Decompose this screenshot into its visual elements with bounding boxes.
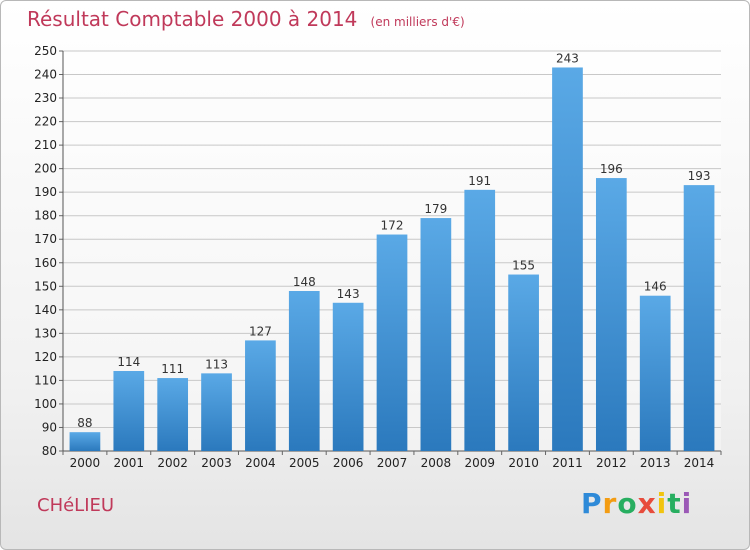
logo-letter: t	[667, 487, 682, 520]
data-label-2007: 172	[381, 219, 404, 233]
x-tick-label-2005: 2005	[289, 456, 320, 470]
data-label-2010: 155	[512, 259, 535, 273]
y-tick-label: 160	[34, 256, 57, 270]
x-tick-label-2012: 2012	[596, 456, 627, 470]
bar-2006	[332, 302, 364, 451]
data-label-2003: 113	[205, 357, 228, 371]
chart-subtitle: (en milliers d'€)	[370, 15, 465, 29]
x-tick-label-2014: 2014	[684, 456, 715, 470]
logo-letter: P	[581, 487, 603, 520]
y-tick-label: 210	[34, 138, 57, 152]
bar-2014	[683, 185, 715, 451]
data-label-2001: 114	[117, 355, 140, 369]
data-label-2002: 111	[161, 362, 184, 376]
bar-2013	[639, 295, 671, 451]
y-tick-label: 170	[34, 232, 57, 246]
bars	[69, 67, 715, 452]
data-label-2004: 127	[249, 324, 272, 338]
logo-letter: i	[681, 487, 693, 520]
chart-title: Résultat Comptable 2000 à 2014	[27, 7, 358, 31]
y-tick-label: 100	[34, 397, 57, 411]
data-label-2000: 88	[77, 416, 92, 430]
data-label-2014: 193	[688, 169, 711, 183]
x-tick-label-2008: 2008	[421, 456, 452, 470]
data-label-2005: 148	[293, 275, 316, 289]
bar-2000	[69, 432, 101, 451]
x-tick-label-2010: 2010	[508, 456, 539, 470]
logo-letter: o	[617, 487, 638, 520]
y-tick-label: 150	[34, 279, 57, 293]
data-label-2009: 191	[468, 174, 491, 188]
x-tick-label-2013: 2013	[640, 456, 671, 470]
bar-2001	[113, 371, 145, 451]
y-tick-label: 140	[34, 303, 57, 317]
logo-letter: x	[637, 487, 657, 520]
y-tick-label: 230	[34, 91, 57, 105]
y-tick-label: 240	[34, 68, 57, 82]
logo-letter: i	[656, 487, 668, 520]
y-tick-label: 120	[34, 350, 57, 364]
proxiti-logo: Proxiti	[581, 487, 692, 520]
bar-2012	[595, 178, 627, 451]
bar-2008	[420, 218, 452, 451]
bar-2004	[245, 340, 276, 451]
data-label-2006: 143	[337, 287, 360, 301]
bar-2011	[552, 67, 583, 452]
data-labels: 88 114 111 113 127 148 143 172 179 191 155 243 196 14…	[77, 51, 710, 430]
x-tick-label-2006: 2006	[333, 456, 364, 470]
y-tick-label: 180	[34, 209, 57, 223]
data-label-2011: 243	[556, 51, 579, 65]
logo-letter: r	[602, 487, 618, 520]
data-label-2008: 179	[424, 202, 447, 216]
x-tick-label-2007: 2007	[377, 456, 408, 470]
bar-2007	[376, 234, 408, 451]
x-tick-label-2009: 2009	[464, 456, 495, 470]
x-tick-label-2001: 2001	[114, 456, 145, 470]
bar-2005	[288, 291, 320, 451]
y-tick-label: 200	[34, 162, 57, 176]
x-tick-label-2004: 2004	[245, 456, 276, 470]
axes: 80 90 100 110 120 130 140 150 160 170 180 190 200 210…	[34, 44, 722, 470]
y-tick-label: 90	[42, 420, 57, 434]
chart-title-block: Résultat Comptable 2000 à 2014 (en milli…	[27, 7, 465, 31]
bar-2009	[464, 189, 496, 451]
x-tick-label-2000: 2000	[70, 456, 101, 470]
x-tick-label-2003: 2003	[201, 456, 232, 470]
bar-2010	[508, 274, 539, 451]
y-tick-label: 110	[34, 373, 57, 387]
x-tick-label-2002: 2002	[157, 456, 188, 470]
y-tick-label: 130	[34, 326, 57, 340]
bar-2002	[157, 378, 189, 451]
commune-name: CHéLIEU	[37, 495, 115, 516]
y-tick-label: 250	[34, 44, 57, 58]
y-tick-label: 80	[42, 444, 57, 458]
data-label-2013: 146	[644, 280, 667, 294]
x-tick-label-2011: 2011	[552, 456, 583, 470]
y-tick-label: 190	[34, 185, 57, 199]
data-label-2012: 196	[600, 162, 623, 176]
y-tick-label: 220	[34, 115, 57, 129]
bar-2003	[201, 373, 232, 451]
